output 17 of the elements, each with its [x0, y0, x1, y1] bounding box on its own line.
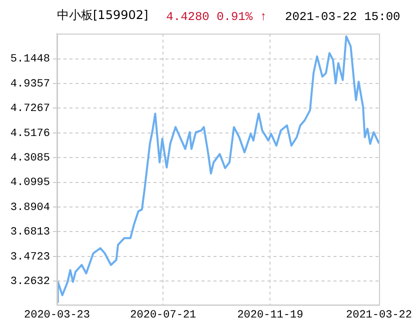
chart-subtitle: 4.4280 0.91% ↑ [166, 10, 267, 24]
y-tick-label: 3.6813 [10, 226, 50, 239]
x-tick-label: 2020-11-19 [237, 309, 304, 322]
text: 2021-03-22 15:00 [285, 10, 400, 24]
x-tick-label: 2021-03-22 [346, 309, 412, 322]
y-tick-label: 4.0995 [10, 177, 50, 190]
y-tick-label: 3.8904 [10, 202, 50, 214]
y-tick-label: 4.7267 [10, 103, 50, 116]
y-tick-label: 4.9357 [10, 78, 50, 90]
y-tick-label: 5.1448 [10, 54, 50, 66]
x-tick-label: 2020-07-21 [130, 309, 197, 322]
x-tick-label: 2020-03-23 [24, 309, 90, 322]
chart-title: 中小板[159902] [57, 7, 148, 24]
y-tick-label: 4.3085 [10, 152, 50, 165]
y-tick-label: 3.2632 [10, 276, 50, 288]
y-tick-label: 4.5176 [10, 128, 50, 140]
y-tick-label: 3.4723 [10, 251, 50, 264]
